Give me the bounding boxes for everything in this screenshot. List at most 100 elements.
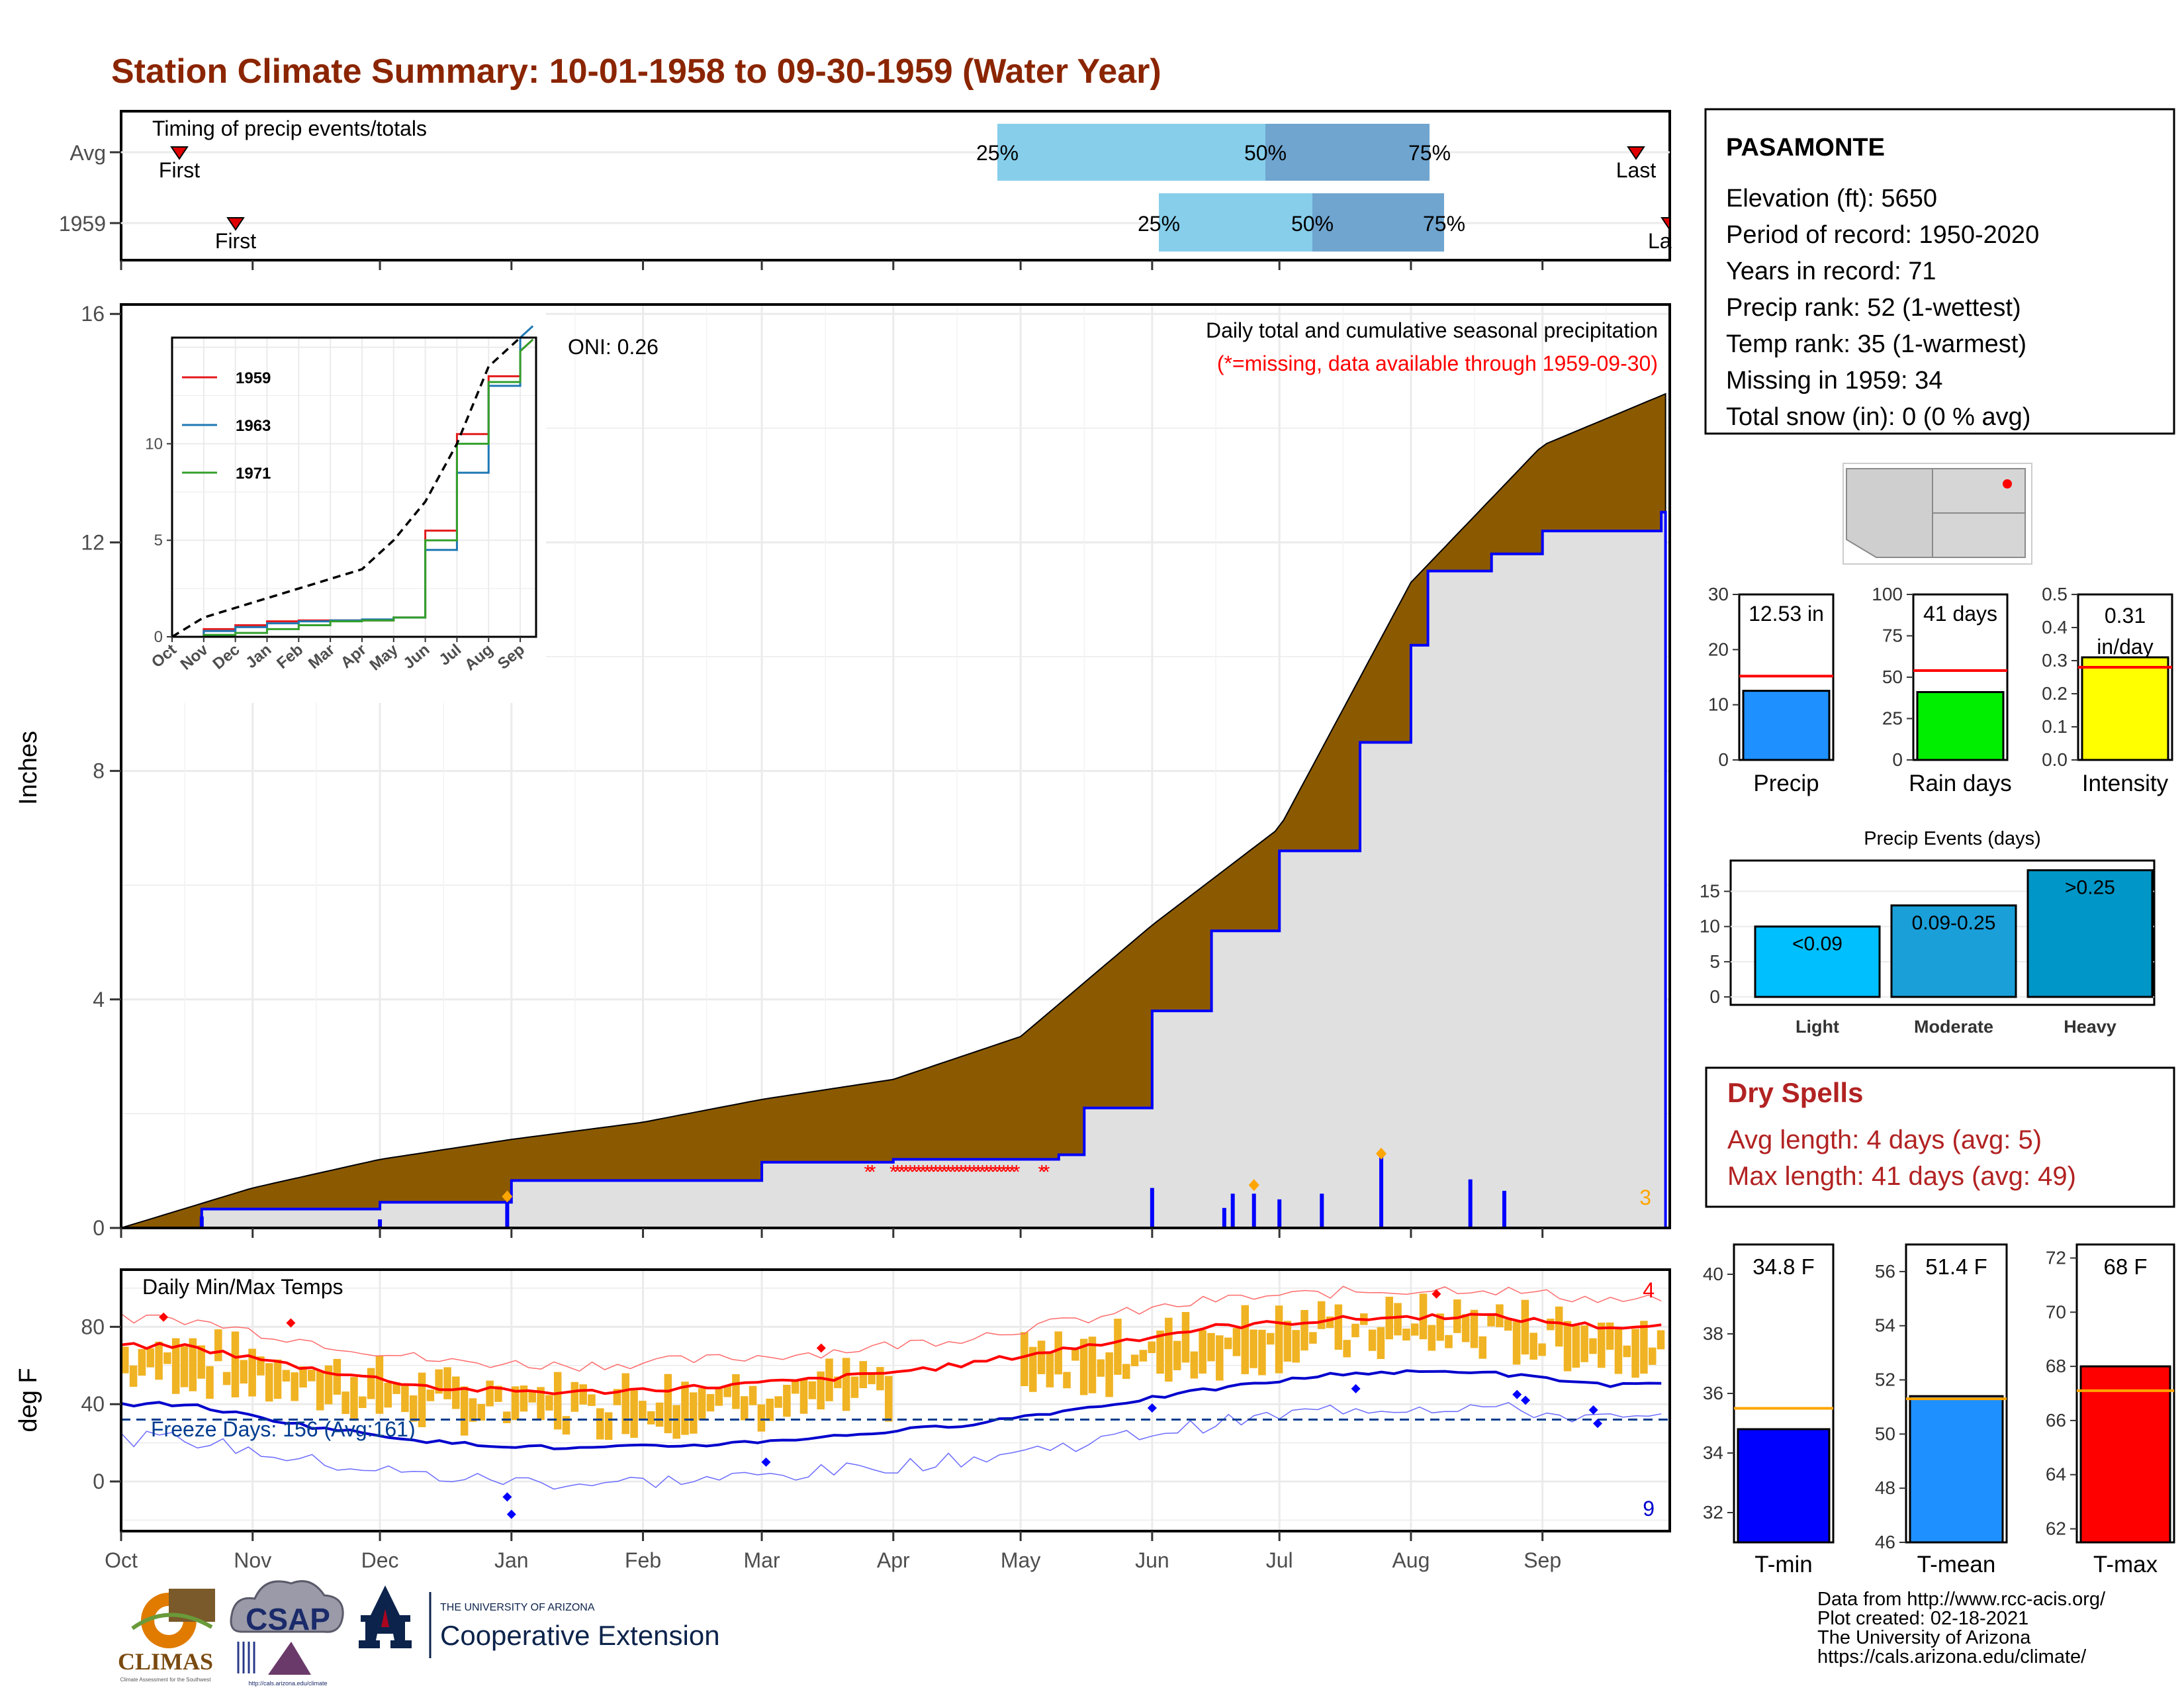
daily-temp-bar (1199, 1330, 1206, 1374)
month-label: Nov (234, 1548, 271, 1572)
annual-precip-bars: 0 10 20 30 12.53 in Precip 0 25 50 75 100 41 days Ra… (1708, 584, 2173, 796)
daily-temp-bar (1139, 1350, 1148, 1362)
station-line: Elevation (ft): 5650 (1726, 185, 1937, 212)
dry-spells-avg: Avg length: 4 days (avg: 5) (1727, 1125, 2042, 1154)
temp-summary-ytick-label: 64 (2046, 1464, 2066, 1485)
daily-temp-bar (248, 1348, 256, 1397)
timing-label: Timing of precip events/totals (152, 117, 427, 140)
daily-temp-bar (1394, 1303, 1402, 1336)
temp-summary-ytick-label: 36 (1703, 1383, 1723, 1403)
daily-temp-bar (443, 1367, 451, 1399)
precip-ylabel: Inches (15, 731, 42, 805)
freeze-days-label: Freeze Days: 156 (Avg:161) (151, 1417, 416, 1441)
daily-temp-bar (783, 1385, 791, 1417)
mini-bar (1916, 691, 2005, 761)
temp-summary-ytick-label: 32 (1703, 1502, 1723, 1523)
events-content: 0 5 10 15 <0.09 Light 0.09-0.25 Moderate >0.25 He… (1700, 869, 2154, 1037)
temp-xticks: Oct Nov Dec Jan Feb Mar Apr May Jun Jul Aug Sep (105, 1531, 1561, 1572)
daily-temp-bar (1190, 1351, 1199, 1379)
missing-day-marker: * (915, 1162, 923, 1184)
record-high-marker (1432, 1289, 1441, 1299)
daily-precip-bar (1468, 1179, 1473, 1228)
temp-summary-label: T-mean (1917, 1552, 1996, 1577)
temp-summary-bar (2079, 1365, 2171, 1544)
daily-temp-bar (291, 1372, 298, 1401)
y1959-q25-label: 25% (1138, 212, 1180, 236)
daily-precip-bar (1251, 1194, 1256, 1228)
daily-temp-bar (392, 1382, 400, 1394)
extreme-count: 3 (1639, 1186, 1651, 1209)
daily-temp-bar (1156, 1331, 1164, 1374)
dry-spells-box: Dry Spells Avg length: 4 days (avg: 5) M… (1705, 1066, 2175, 1208)
daily-temp-bar (1021, 1332, 1028, 1387)
temp-yticks: 0 40 80 (81, 1315, 121, 1493)
daily-temp-bar (1241, 1305, 1250, 1374)
station-line: Temp rank: 35 (1-warmest) (1726, 330, 2026, 358)
daily-temp-bar (562, 1416, 570, 1435)
events-category-label: Light (1796, 1017, 1839, 1037)
precip-ytick-label: 4 (93, 988, 105, 1011)
daily-temp-bar (672, 1405, 680, 1439)
month-label: Apr (877, 1548, 910, 1572)
daily-temp-bar (808, 1381, 817, 1399)
mini-bar-ytick-label: 10 (1708, 694, 1729, 715)
daily-temp-bar (1377, 1327, 1385, 1359)
missing-day-marker: * (1042, 1162, 1050, 1184)
missing-day-marker: * (923, 1162, 931, 1184)
daily-temp-bar (698, 1388, 706, 1421)
missing-data-markers: ** ****************************** ** (864, 1162, 1050, 1184)
y1959-q75-label: 75% (1423, 212, 1465, 236)
daily-temp-bar (1343, 1340, 1351, 1358)
daily-temp-bar (850, 1376, 859, 1398)
temp-summary-value: 51.4 F (1925, 1254, 1987, 1279)
daily-temp-bar (1232, 1328, 1241, 1356)
avg-first-marker (170, 146, 189, 160)
daily-temp-bar (1436, 1313, 1444, 1341)
oni-label: ONI: 0.26 (568, 335, 659, 359)
daily-temp-bar (222, 1372, 231, 1385)
y1959-first-label: First (215, 229, 256, 253)
daily-temp-bar (418, 1372, 426, 1427)
inset-ytick-label: 5 (154, 532, 163, 549)
month-label: Jan (494, 1548, 529, 1572)
cold-count: 9 (1643, 1497, 1655, 1521)
daily-temp-bar (367, 1368, 375, 1399)
daily-temp-bar (477, 1403, 486, 1421)
daily-temp-bar (1275, 1305, 1283, 1374)
daily-temp-bar (732, 1374, 740, 1409)
daily-temp-bar (384, 1382, 392, 1408)
missing-day-marker: * (944, 1162, 952, 1184)
extreme-precip-marker (1248, 1179, 1259, 1192)
daily-temp-bar (1165, 1317, 1173, 1382)
temp-summary-ytick-label: 54 (1875, 1315, 1895, 1336)
footer-line: Data from http://www.rcc-acis.org/ (1817, 1589, 2106, 1610)
temp-summary-ytick-label: 66 (2046, 1410, 2066, 1430)
daily-temp-bar (1216, 1335, 1224, 1381)
missing-day-marker: * (966, 1162, 974, 1184)
avg-q75-label: 75% (1408, 141, 1451, 165)
avg-min-line (120, 1369, 1662, 1450)
avg-q1-band (997, 124, 1265, 181)
daily-temp-bar (1334, 1304, 1343, 1350)
missing-day-marker: * (983, 1162, 991, 1184)
avg-max-line (120, 1313, 1662, 1395)
mini-bar-value: in/day (2097, 635, 2153, 659)
daily-temp-bar (401, 1384, 409, 1413)
missing-day-marker: * (987, 1162, 995, 1184)
y1959-last-label: La (1648, 229, 1672, 253)
daily-temp-bar (1598, 1323, 1606, 1368)
month-label: Sep (1524, 1548, 1561, 1572)
events-bar (1890, 904, 2017, 998)
missing-day-marker: * (893, 1162, 901, 1184)
month-label: May (1001, 1548, 1040, 1572)
missing-day-marker: * (974, 1162, 982, 1184)
daily-temp-bar (171, 1338, 180, 1394)
mini-bar-ytick-label: 0.5 (2042, 584, 2068, 604)
temp-summary-ytick-label: 38 (1703, 1323, 1723, 1344)
daily-temp-bar (469, 1398, 477, 1422)
daily-temp-bar (341, 1391, 349, 1415)
daily-temp-bar (1504, 1319, 1512, 1331)
missing-day-marker: * (991, 1162, 999, 1184)
missing-day-marker: * (898, 1162, 906, 1184)
